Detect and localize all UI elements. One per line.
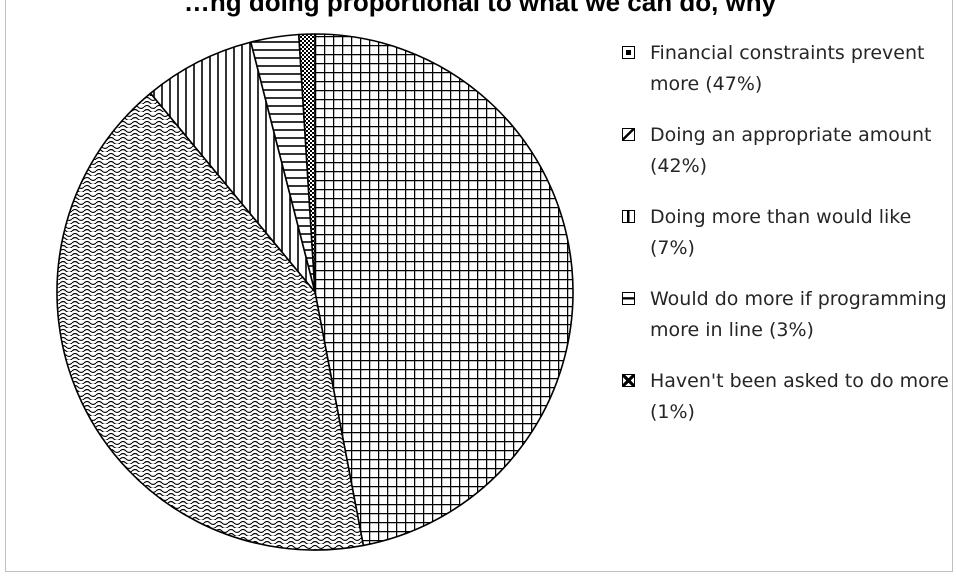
- chart-title: …ng doing proportional to what we can do…: [183, 0, 777, 17]
- legend-swatch-check-icon: [622, 374, 635, 387]
- legend-item-appropriate-amount: Doing an appropriate amount (42%): [622, 120, 952, 182]
- legend-label: Financial constraints prevent more (47%): [650, 42, 925, 95]
- legend: Financial constraints prevent more (47%)…: [622, 38, 952, 448]
- legend-item-not-asked: Haven't been asked to do more (1%): [622, 366, 952, 428]
- pie-slice-4: [298, 33, 316, 293]
- legend-label: Haven't been asked to do more (1%): [650, 370, 949, 423]
- legend-swatch-vertical-icon: [622, 210, 635, 223]
- legend-label: Doing an appropriate amount (42%): [650, 124, 932, 177]
- pie-slice-0: [314, 33, 574, 547]
- pie-slice-2: [149, 41, 316, 293]
- legend-label: Would do more if programming more in lin…: [650, 288, 947, 341]
- legend-label: Doing more than would like (7%): [650, 206, 912, 259]
- legend-swatch-diagonal-icon: [622, 128, 635, 141]
- legend-item-financial-constraints: Financial constraints prevent more (47%): [622, 38, 952, 100]
- legend-swatch-horizontal-icon: [622, 292, 635, 305]
- legend-item-more-than-would-like: Doing more than would like (7%): [622, 202, 952, 264]
- legend-swatch-grid-icon: [622, 46, 635, 59]
- pie-slices: [56, 33, 574, 551]
- pie-slice-1: [56, 92, 365, 551]
- legend-item-programming-in-line: Would do more if programming more in lin…: [622, 284, 952, 346]
